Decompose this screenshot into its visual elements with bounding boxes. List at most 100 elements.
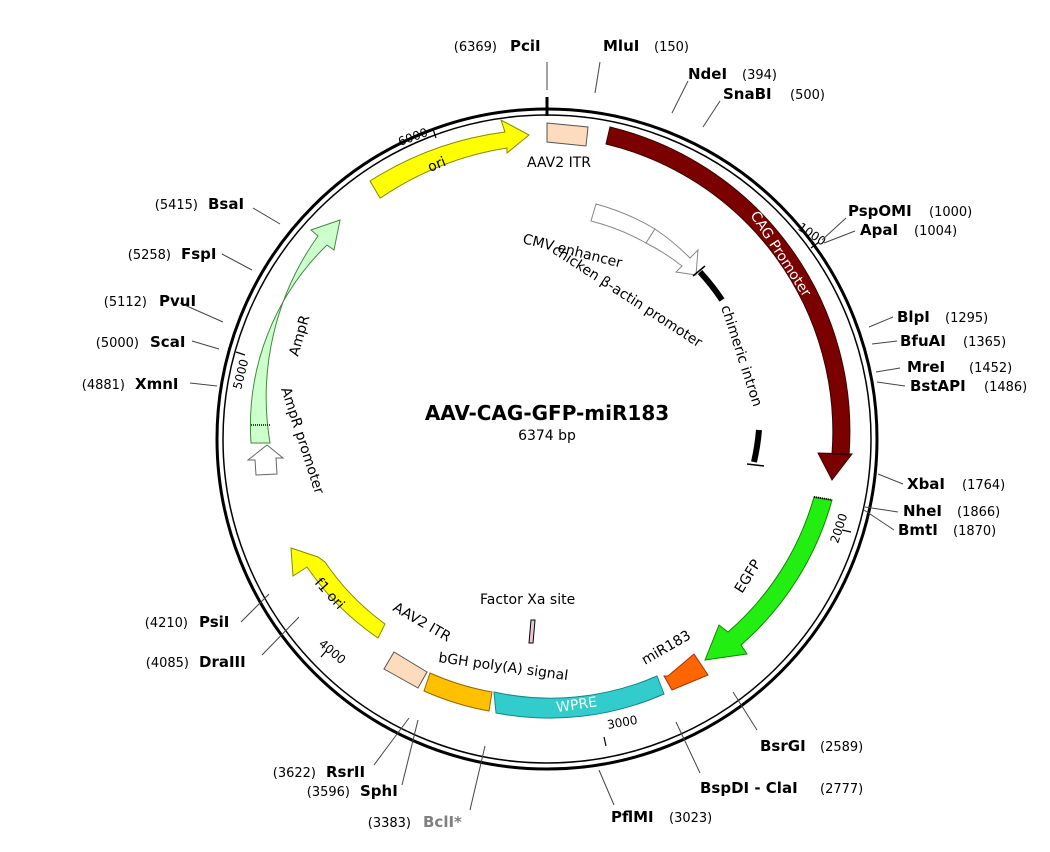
site-name-mlui[interactable]: MluI <box>603 37 639 55</box>
leader-mrei <box>875 367 901 373</box>
site-name-snabi[interactable]: SnaBI <box>723 85 772 103</box>
tick-label-6000: 6000 <box>396 125 429 149</box>
leader-bsrgi <box>732 691 758 731</box>
tick-2000 <box>841 529 852 533</box>
leader-snabi <box>702 100 721 128</box>
site-leader-lines <box>179 61 906 811</box>
site-name-xmni[interactable]: XmnI <box>135 375 178 393</box>
site-pos-pflmi: (3023) <box>669 811 712 826</box>
leader-sphi <box>401 719 419 786</box>
leader-mlui <box>594 61 601 94</box>
leader-bcli <box>469 745 486 811</box>
ori-feature[interactable] <box>369 118 530 199</box>
site-pos-snabi: (500) <box>790 88 825 103</box>
site-pos-bmti: (1870) <box>953 524 996 539</box>
cag-promoter-feature[interactable] <box>605 126 853 481</box>
site-pos-psii: (4210) <box>145 616 188 631</box>
site-name-nhei[interactable]: NheI <box>903 502 942 520</box>
leader-pflmi <box>598 769 615 806</box>
site-pos-bfuai: (1365) <box>963 335 1006 350</box>
leader-scai <box>191 340 220 350</box>
leader-xmni <box>189 382 218 387</box>
site-pos-mlui: (150) <box>654 40 689 55</box>
site-pos-rsrii: (3622) <box>273 766 316 781</box>
site-name-bsai[interactable]: BsaI <box>208 195 244 213</box>
leader-bmti <box>863 509 895 531</box>
site-pos-pspomi: (1000) <box>929 205 972 220</box>
leader-fspi <box>221 253 253 271</box>
site-name-pvui[interactable]: PvuI <box>159 292 196 310</box>
tick-3000 <box>603 736 607 747</box>
site-name-bcli[interactable]: BclI* <box>423 813 462 831</box>
tick-label-2000: 2000 <box>828 512 851 545</box>
site-name-bfuai[interactable]: BfuAI <box>900 332 946 350</box>
site-name-bsrgi[interactable]: BsrGI <box>760 737 806 755</box>
leader-bsai <box>252 207 281 225</box>
tick-label-3000: 3000 <box>606 713 639 732</box>
tick-label-5000: 5000 <box>230 358 251 391</box>
site-name-rsrii[interactable]: RsrII <box>326 763 365 781</box>
site-name-xbai[interactable]: XbaI <box>907 475 945 493</box>
aav2-itr-bottom-label: AAV2 ITR <box>390 600 454 646</box>
bgh-polya-label: bGH poly(A) signal <box>437 650 569 684</box>
mir183-feature[interactable] <box>663 653 709 691</box>
cmv-enhancer-feature[interactable] <box>590 203 656 244</box>
site-pos-bsrgi: (2589) <box>820 740 863 755</box>
site-name-pspomi[interactable]: PspOMI <box>848 202 912 220</box>
egfp-label: EGFP <box>732 557 765 596</box>
site-name-draiii[interactable]: DraIII <box>199 653 246 671</box>
wpre-feature[interactable] <box>493 675 665 719</box>
leader-apai <box>823 230 856 244</box>
chicken-actin-promoter-feature[interactable] <box>645 228 699 276</box>
ampr-promoter-feature[interactable] <box>246 444 285 476</box>
site-pos-bcli: (3383) <box>368 816 411 831</box>
site-pos-ndei: (394) <box>742 68 777 83</box>
site-name-pflmi[interactable]: PflMI <box>611 808 654 826</box>
site-name-blpi[interactable]: BlpI <box>897 308 930 326</box>
chimeric-intron-label: chimeric intron <box>717 303 765 408</box>
plasmid-title: AAV-CAG-GFP-miR183 <box>425 401 669 425</box>
site-name-ndei[interactable]: NdeI <box>688 65 727 83</box>
leader-bstapi <box>876 381 906 387</box>
bgh-polya-feature[interactable] <box>423 672 493 712</box>
aav2-itr-top-feature[interactable] <box>546 122 589 147</box>
tick-5000 <box>235 351 246 356</box>
site-name-apai[interactable]: ApaI <box>860 221 898 239</box>
leader-pvui <box>179 302 224 323</box>
f1-ori-feature[interactable] <box>290 547 386 639</box>
site-name-sphi[interactable]: SphI <box>360 782 398 800</box>
leader-draiii <box>261 616 300 656</box>
site-name-bmti[interactable]: BmtI <box>898 521 938 539</box>
site-name-fspi[interactable]: FspI <box>181 245 217 263</box>
chimeric-intron-tail <box>751 429 762 463</box>
plasmid-size: 6374 bp <box>518 428 576 444</box>
site-pos-pcii: (6369) <box>454 40 497 55</box>
site-name-bspdi-clai[interactable]: BspDI - ClaI <box>700 779 798 797</box>
site-pos-scai: (5000) <box>96 336 139 351</box>
leader-bfuai <box>871 340 898 345</box>
leader-xbai <box>877 473 904 485</box>
ampr-feature[interactable] <box>249 219 341 444</box>
leader-ndei <box>671 80 689 114</box>
site-pos-mrei: (1452) <box>969 361 1012 376</box>
factor-xa-site-feature <box>528 619 536 644</box>
site-name-pcii[interactable]: PciI <box>510 37 541 55</box>
aav2-itr-bottom-feature[interactable] <box>383 651 428 689</box>
site-pos-bspdi-clai: (2777) <box>820 782 863 797</box>
site-pos-pvui: (5112) <box>104 295 147 310</box>
tick-label-4000: 4000 <box>316 637 348 667</box>
chimeric-intron-tick-bottom <box>746 463 765 467</box>
site-name-scai[interactable]: ScaI <box>150 333 185 351</box>
site-pos-bsai: (5415) <box>155 198 198 213</box>
site-name-bstapi[interactable]: BstAPI <box>910 377 966 395</box>
leader-bspdi-clai <box>675 721 701 774</box>
site-pos-xmni: (4881) <box>82 378 125 393</box>
site-pos-nhei: (1866) <box>957 505 1000 520</box>
site-labels: (6369) PciI MluI (150) NdeI (394) SnaBI … <box>82 37 1027 831</box>
site-name-mrei[interactable]: MreI <box>907 358 945 376</box>
egfp-feature[interactable] <box>704 496 833 661</box>
site-name-psii[interactable]: PsiI <box>199 613 229 631</box>
site-pos-blpi: (1295) <box>945 311 988 326</box>
site-pos-fspi: (5258) <box>128 248 171 263</box>
